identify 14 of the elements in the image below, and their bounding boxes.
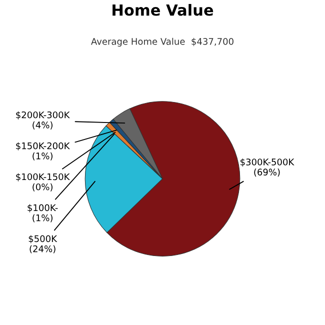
slice-label: $500K	[28, 235, 58, 244]
data-label: (24%)	[30, 245, 56, 254]
text: (0%)	[32, 183, 52, 192]
data-label: (4%)	[32, 121, 52, 130]
slice-label: $300K-500K	[240, 158, 294, 167]
category-label: $100K-150K	[16, 173, 70, 182]
chart-title: Home Value	[112, 4, 214, 16]
data-label: (69%)	[254, 168, 280, 177]
chart-subtitle: Average Home Value $437,700	[91, 38, 234, 47]
slice-label: $100K-	[28, 204, 58, 212]
data-label: (1%)	[32, 152, 52, 160]
slice-label: $150K-200K	[16, 142, 70, 150]
data-label: (1%)	[32, 214, 52, 222]
slice-label: $200K-300K	[16, 111, 70, 120]
